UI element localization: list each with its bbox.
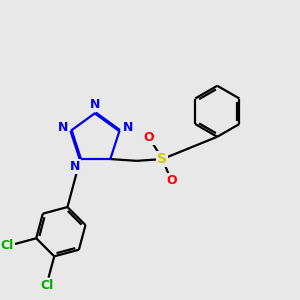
Text: S: S <box>158 152 167 166</box>
Text: Cl: Cl <box>40 279 53 292</box>
Text: Cl: Cl <box>1 239 14 253</box>
Text: N: N <box>57 121 68 134</box>
Text: O: O <box>144 130 154 144</box>
Text: O: O <box>166 174 176 187</box>
Text: N: N <box>90 98 101 110</box>
Text: N: N <box>70 160 80 173</box>
Text: N: N <box>123 121 133 134</box>
